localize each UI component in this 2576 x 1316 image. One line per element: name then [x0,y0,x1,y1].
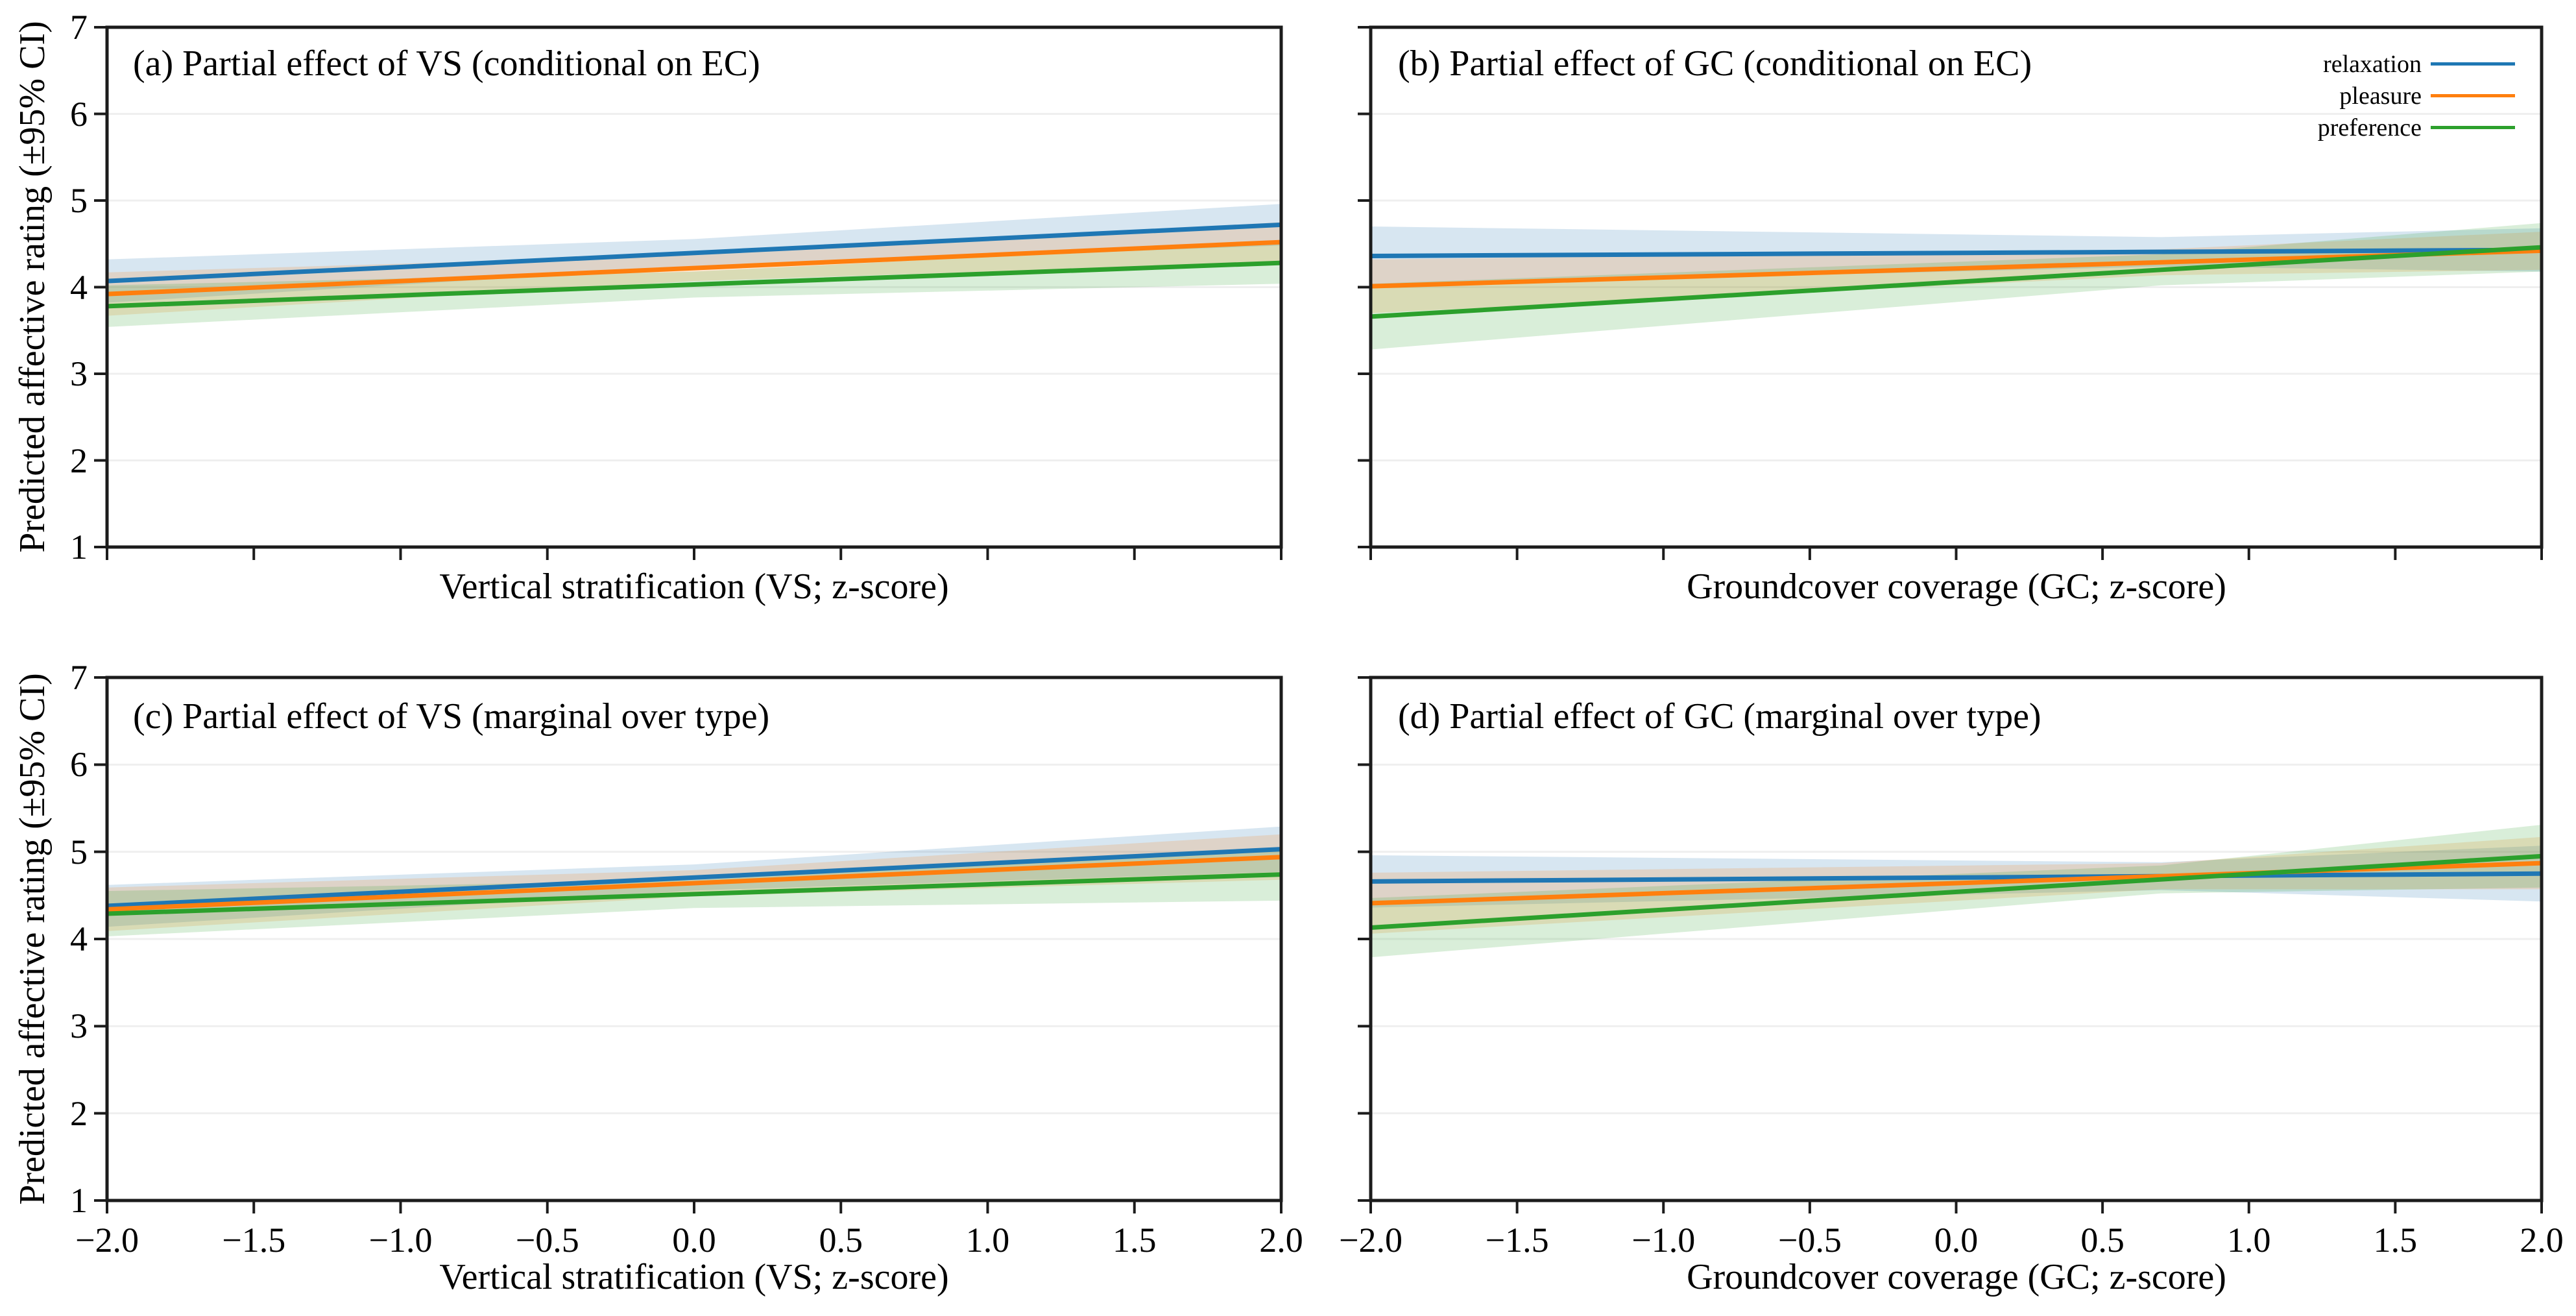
x-tick-label: 1.0 [965,1221,1010,1260]
x-tick-label: −2.0 [75,1221,139,1260]
series-line-pleasure [106,239,1282,297]
series-line-relaxation [1370,247,2542,258]
legend-line-swatch-pleasure [2431,94,2515,97]
x-tick-label: 0.0 [1934,1221,1979,1260]
y-tick-label: 4 [70,920,88,958]
y-tick-label: 4 [70,267,88,307]
panel-d-title: (d) Partial effect of GC (marginal over … [1398,696,2041,737]
y-tick-label: 5 [70,832,88,871]
x-tick-label: 1.5 [2373,1221,2418,1260]
y-tick-label: 1 [70,528,88,567]
panel-a-title: (a) Partial effect of VS (conditional on… [133,43,760,84]
legend-entry-preference: preference [2318,112,2515,143]
legend-line-swatch-relaxation [2431,62,2515,66]
y-tick-label: 7 [70,658,88,697]
panel-b-title: (b) Partial effect of GC (conditional on… [1398,43,2032,84]
series-line-preference [1370,853,2542,931]
x-tick-label: 0.5 [819,1221,863,1260]
x-tick-label: 2.0 [1259,1221,1303,1260]
legend-entry-relaxation: relaxation [2318,48,2515,80]
y-tick-label: 3 [70,354,88,393]
y-tick-label: 6 [70,94,88,134]
series-line-pleasure [106,855,1282,912]
x-tick-label: −2.0 [1339,1221,1402,1260]
x-tick-label: 0.5 [2080,1221,2125,1260]
y-tick-label: 3 [70,1006,88,1046]
y-tick-label: 1 [70,1181,88,1220]
panel-d-xaxis-label: Groundcover coverage (GC; z-score) [1687,1257,2226,1297]
x-tick-label: 2.0 [2520,1221,2564,1260]
panel-c-xaxis-label: Vertical stratification (VS; z-score) [439,1257,949,1297]
panel-b-xaxis-label: Groundcover coverage (GC; z-score) [1687,567,2226,607]
x-tick-label: 1.5 [1113,1221,1157,1260]
legend-label-pleasure: pleasure [2339,82,2422,110]
x-tick-label: −1.5 [1485,1221,1549,1260]
x-tick-label: 1.0 [2227,1221,2271,1260]
x-tick-label: −0.5 [1777,1221,1842,1260]
ci-band-relaxation [1371,226,2542,286]
y-tick-label: 7 [70,8,88,47]
series-line-preference [106,260,1282,309]
x-tick-label: 0.0 [672,1221,716,1260]
y-tick-label: 2 [70,1093,88,1133]
series-line-preference [106,872,1282,916]
series-line-relaxation [106,222,1282,284]
panel-a-xaxis-label: Vertical stratification (VS; z-score) [439,567,949,607]
x-tick-label: −0.5 [515,1221,579,1260]
x-tick-label: −1.0 [368,1221,433,1260]
ci-band-preference [1371,223,2542,350]
panel-d-plot [1358,676,2544,1213]
panel-c-plot [94,676,1283,1213]
panel-c-title: (c) Partial effect of VS (marginal over … [133,696,770,737]
series-line-relaxation [1370,871,2542,884]
series-line-preference [1370,245,2542,319]
legend-line-swatch-preference [2431,126,2515,129]
legend: relaxation pleasure preference [2318,48,2515,143]
legend-label-relaxation: relaxation [2323,50,2422,78]
x-tick-label: −1.5 [222,1221,286,1260]
y-tick-label: 2 [70,441,88,480]
y-tick-label: 5 [70,181,88,220]
panel-b-plot [1358,25,2544,560]
row2-yaxis-label: Predicted affective rating (±95% CI) [12,673,53,1205]
series-line-relaxation [106,847,1282,908]
row1-yaxis-label: Predicted affective rating (±95% CI) [12,21,53,553]
panel-a-plot [94,25,1283,560]
x-tick-label: −1.0 [1631,1221,1696,1260]
legend-label-preference: preference [2317,114,2422,141]
legend-entry-pleasure: pleasure [2318,80,2515,112]
y-tick-label: 6 [70,745,88,785]
